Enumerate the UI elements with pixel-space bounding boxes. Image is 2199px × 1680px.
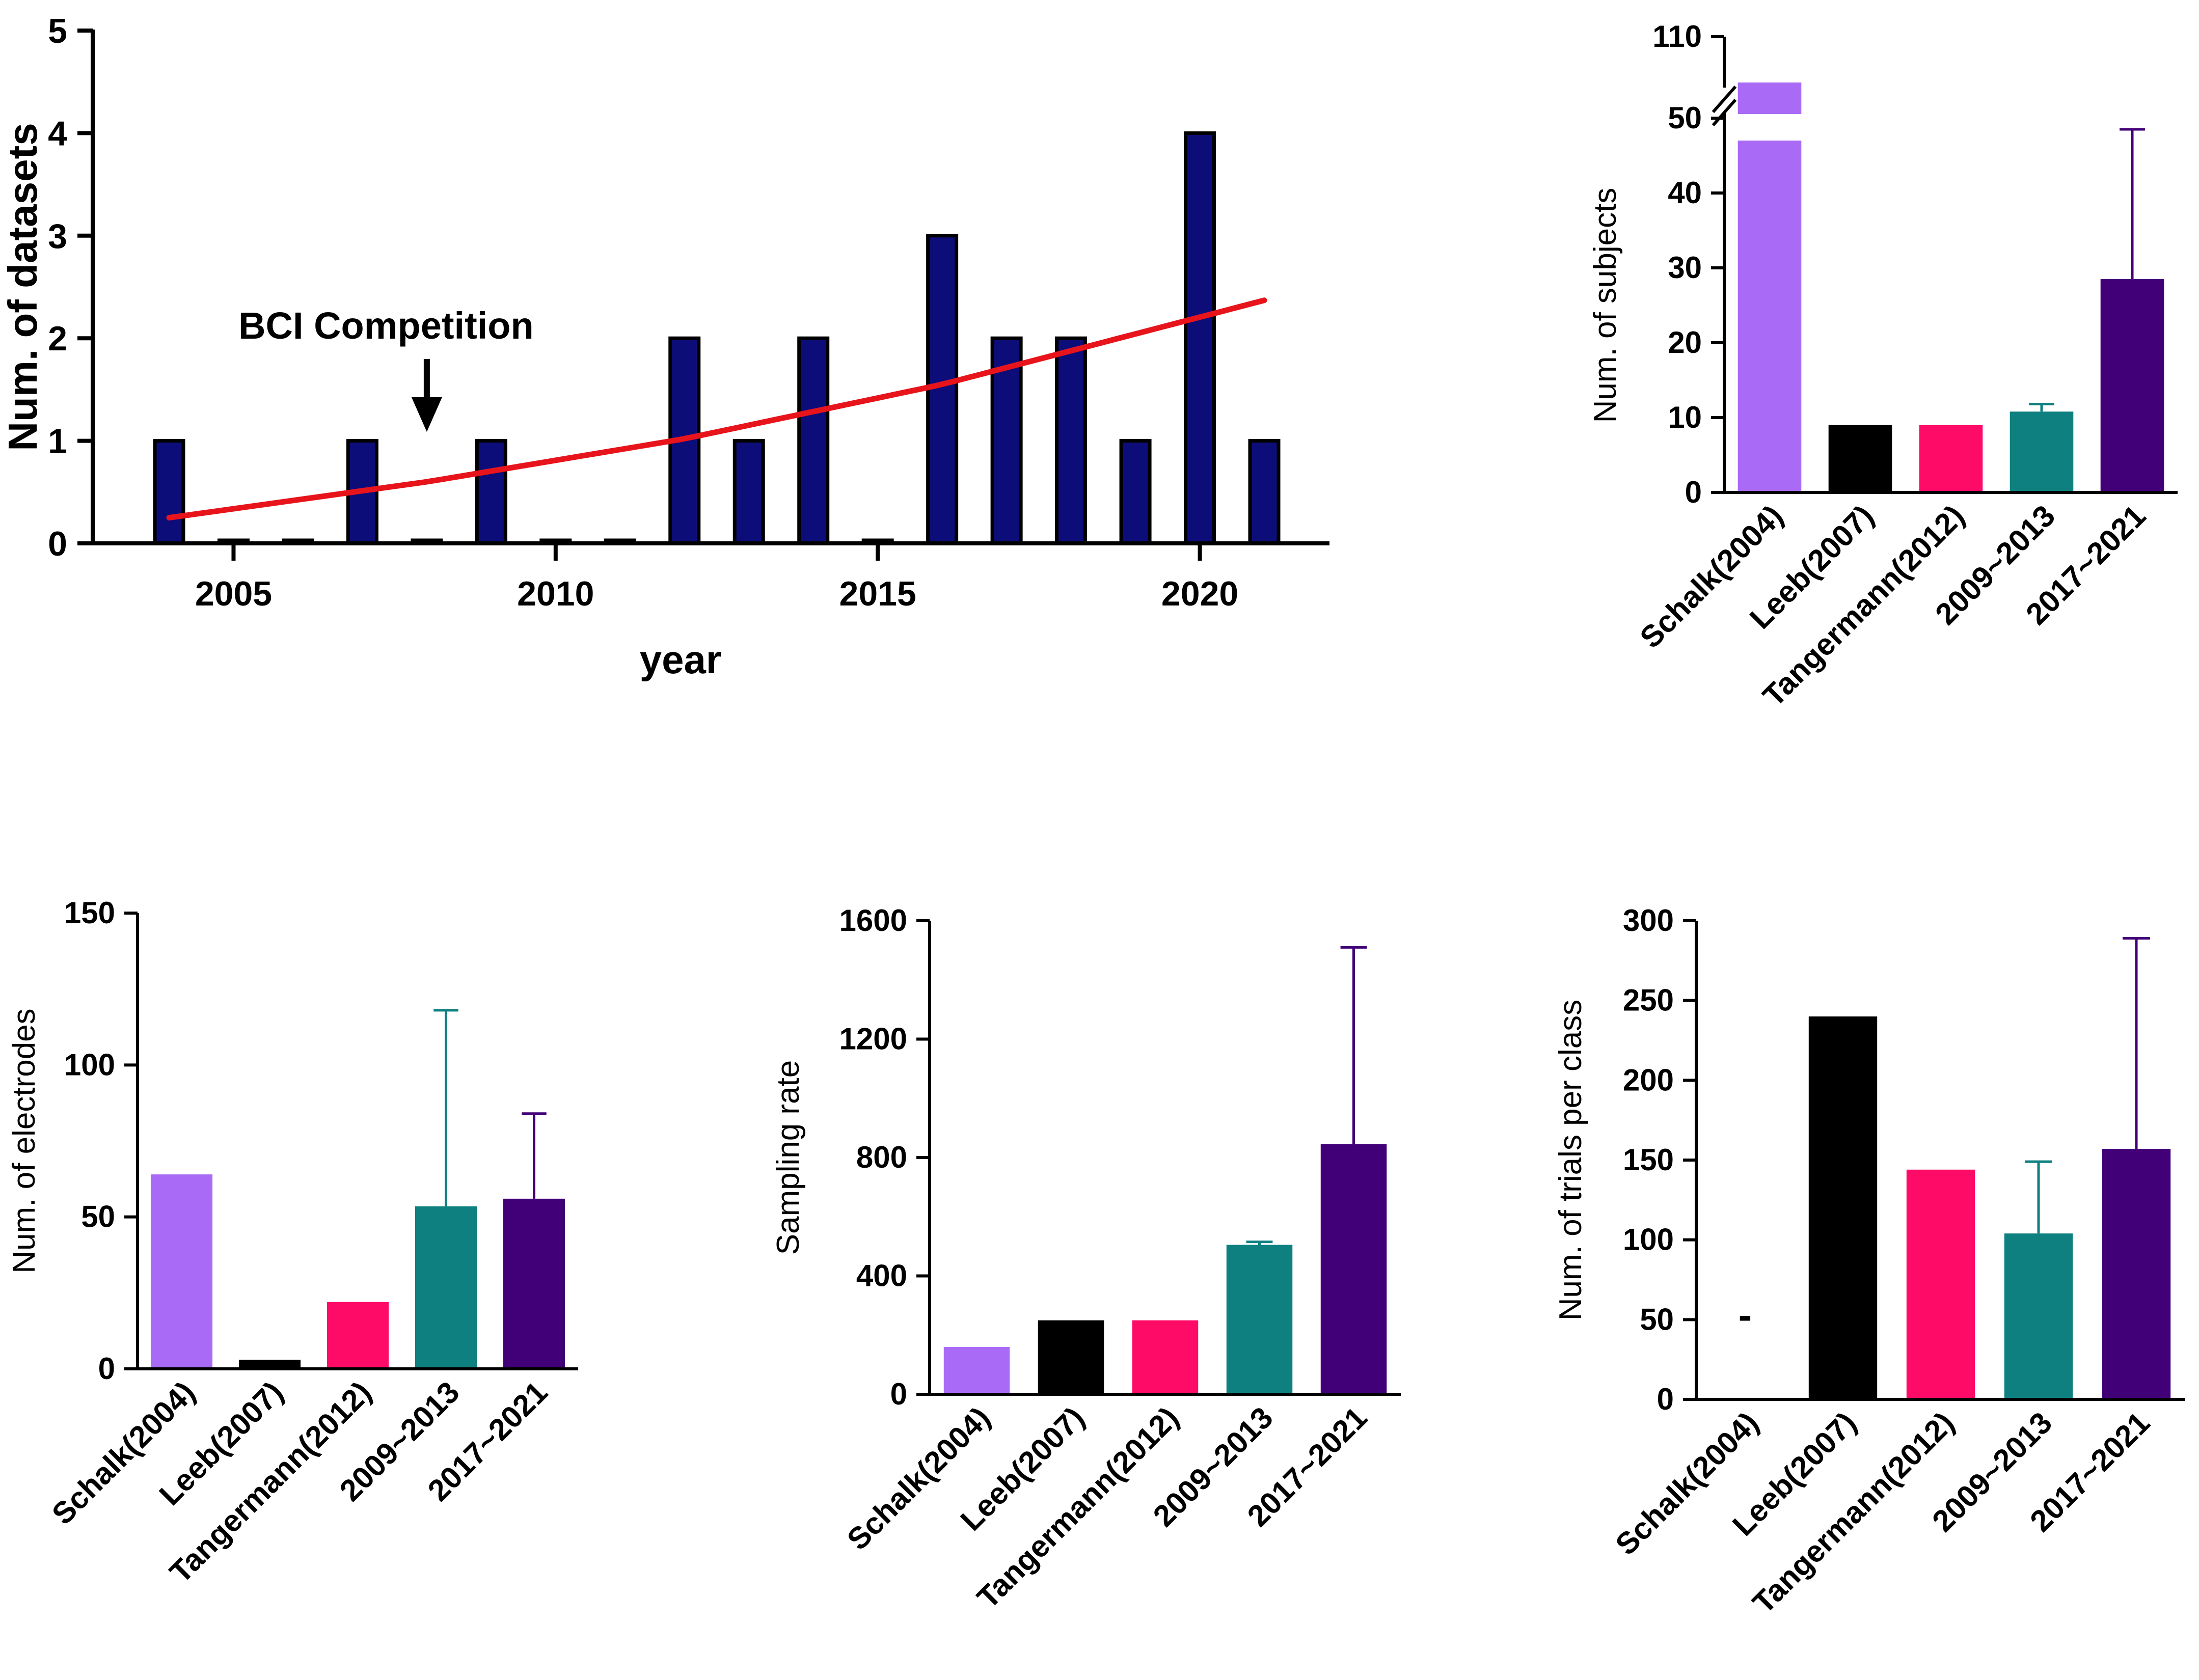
subjects-chart: Schalk(2004)Leeb(2007)Tangermann(2012)20… (1588, 19, 2178, 713)
y-axis-title: Num. of trials per class (1553, 1000, 1588, 1321)
y-tick-label: 20 (1668, 325, 1702, 360)
bar-2009~2013 (1226, 1245, 1293, 1394)
x-tick-label: 2015 (839, 574, 916, 613)
bar-Leeb(2007) (1038, 1320, 1104, 1394)
bar-Tangermann(2012) (327, 1302, 389, 1369)
year-bar-2014 (797, 336, 830, 545)
bar-Tangermann(2012) (1132, 1320, 1199, 1394)
y-tick-label: 50 (81, 1200, 115, 1234)
datasets-chart: 0 1 2 3 4 5 2005 2010 2015 2020 year Num. of datase… (0, 12, 1329, 682)
y-axis-title: Num. of electrodes (7, 1008, 42, 1273)
x-tick-label: 2005 (195, 574, 272, 613)
year-bar-2018 (1055, 336, 1088, 545)
y-tick-label: 150 (1623, 1143, 1674, 1177)
axis-break-mark (1712, 86, 1737, 113)
category-label: Schalk(2004) (1609, 1406, 1765, 1562)
y-axis-title: Sampling rate (771, 1060, 806, 1255)
sampling-chart: Schalk(2004)Leeb(2007)Tangermann(2012)20… (771, 903, 1401, 1615)
bar-2017~2021 (2100, 279, 2164, 492)
y-tick-label: 300 (1623, 903, 1674, 938)
y-tick-label: 150 (64, 896, 115, 930)
y-tick-label: 100 (64, 1048, 115, 1082)
bar-Leeb(2007) (238, 1360, 301, 1369)
bar-Tangermann(2012) (1906, 1169, 1975, 1399)
trials-chart: -Schalk(2004)Leeb(2007)Tangermann(2012)2… (1553, 903, 2185, 1620)
bar-2009~2013 (2010, 411, 2074, 492)
y-tick-label: 0 (1657, 1382, 1674, 1416)
year-bar-2004 (153, 439, 185, 545)
bar-Schalk(2004) (1738, 82, 1802, 492)
annotation-arrow-head (411, 397, 442, 432)
bar-2009~2013 (2004, 1233, 2073, 1399)
x-tick-label: 2020 (1161, 574, 1238, 613)
y-tick-label: 0 (1685, 475, 1702, 509)
y-tick-label: 3 (48, 217, 67, 256)
y-tick-label: 1600 (839, 903, 907, 938)
x-tick-label: 2010 (517, 574, 594, 613)
axis-break-mark (1712, 99, 1737, 126)
y-tick-label: 40 (1668, 176, 1702, 210)
bar-2009~2013 (415, 1206, 477, 1369)
y-tick-label: 1200 (839, 1022, 907, 1056)
year-bar-2019 (1119, 439, 1152, 545)
bar-Schalk(2004) (943, 1347, 1010, 1394)
y-tick-label: 4 (48, 114, 67, 153)
y-tick-label: 400 (856, 1259, 907, 1293)
year-bar-2016 (926, 234, 959, 545)
y-tick-label: 110 (1652, 19, 1702, 53)
bar-2017~2021 (2102, 1149, 2171, 1399)
y-tick-label: 50 (1668, 101, 1702, 135)
bar-Leeb(2007) (1808, 1016, 1878, 1399)
year-bar-2021 (1248, 439, 1281, 545)
y-tick-label: 2 (48, 319, 67, 358)
annotation-label: BCI Competition (238, 305, 534, 347)
y-tick-label: 100 (1623, 1223, 1674, 1257)
bar-2017~2021 (503, 1198, 565, 1369)
y-tick-label: 200 (1623, 1063, 1674, 1097)
year-bar-2013 (732, 439, 765, 545)
y-tick-label: 800 (856, 1140, 907, 1174)
bar-Tangermann(2012) (1919, 425, 1983, 492)
y-axis-title: Num. of datasets (0, 123, 45, 451)
y-tick-label: 30 (1668, 251, 1702, 285)
y-tick-label: 50 (1640, 1302, 1674, 1336)
axis-break-gap (1735, 114, 1804, 141)
y-tick-label: 10 (1668, 400, 1702, 434)
y-tick-label: 250 (1623, 983, 1674, 1017)
y-tick-label: 0 (890, 1377, 907, 1411)
y-tick-label: 0 (98, 1352, 115, 1386)
year-bar-2009 (475, 439, 507, 545)
bar-Leeb(2007) (1828, 425, 1892, 492)
y-axis-title: Num. of subjects (1588, 188, 1623, 423)
x-axis-title: year (640, 637, 722, 682)
missing-value-mark: - (1739, 1292, 1752, 1337)
y-tick-label: 0 (48, 525, 67, 563)
y-tick-label: 1 (48, 422, 67, 461)
year-bar-2020 (1184, 131, 1216, 545)
electrodes-chart: Schalk(2004)Leeb(2007)Tangermann(2012)20… (7, 896, 578, 1589)
bar-Schalk(2004) (150, 1174, 213, 1369)
trend-line (166, 297, 1267, 521)
y-tick-label: 5 (48, 12, 67, 50)
bar-2017~2021 (1320, 1144, 1387, 1394)
